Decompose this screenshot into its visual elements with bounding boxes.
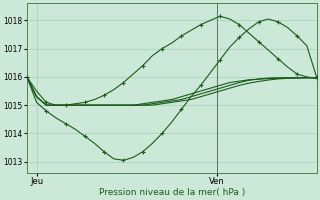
X-axis label: Pression niveau de la mer( hPa ): Pression niveau de la mer( hPa ) — [99, 188, 245, 197]
